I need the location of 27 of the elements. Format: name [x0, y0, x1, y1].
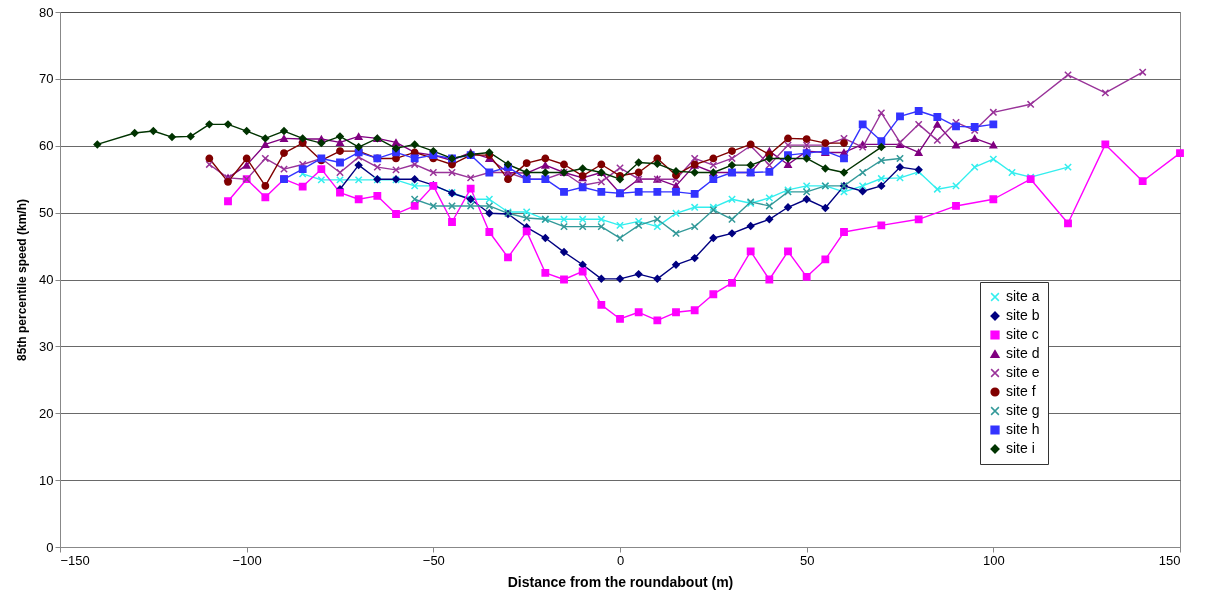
x-tick-label: 0	[616, 552, 625, 568]
y-tick-label: 30	[39, 338, 54, 354]
y-axis-title: 85th percentile speed (km/h)	[15, 198, 30, 362]
legend-label: site c	[1006, 326, 1039, 342]
y-tick-label: 40	[39, 272, 54, 287]
y-tick-label: 50	[39, 205, 54, 221]
x-tick-label: 150	[1158, 552, 1181, 568]
x-tick-label: −150	[60, 552, 90, 568]
y-tick-label: 0	[46, 539, 54, 555]
legend-label: site i	[1006, 440, 1035, 456]
legend-label: site b	[1006, 307, 1040, 323]
legend-label: site h	[1006, 421, 1040, 437]
legend-label: site f	[1006, 383, 1036, 399]
legend-label: site d	[1006, 345, 1040, 361]
y-tick-label: 70	[39, 71, 54, 87]
x-tick-label: 100	[982, 552, 1005, 568]
y-tick-label: 20	[39, 405, 54, 421]
y-tick-label: 80	[39, 4, 54, 20]
legend-label: site g	[1006, 402, 1040, 418]
legend-label: site e	[1006, 364, 1040, 380]
x-tick-label: −50	[422, 552, 445, 568]
x-tick-label: 50	[799, 552, 815, 568]
x-tick-label: −100	[232, 552, 262, 568]
y-tick-label: 10	[39, 472, 54, 488]
legend-label: site a	[1006, 288, 1040, 304]
x-axis-title: Distance from the roundabout (m)	[507, 573, 734, 590]
y-tick-label: 60	[39, 138, 54, 154]
